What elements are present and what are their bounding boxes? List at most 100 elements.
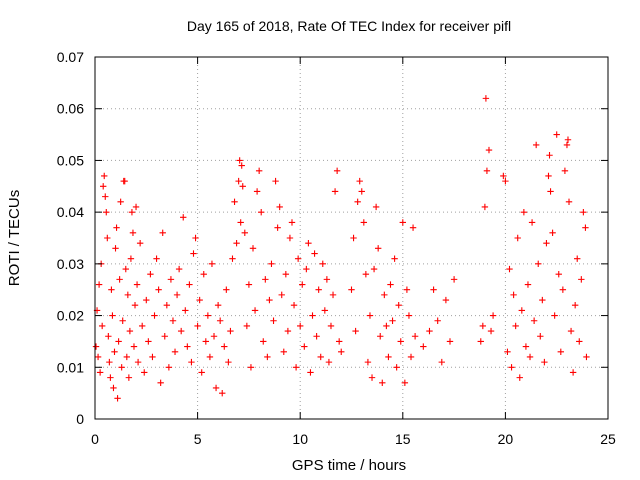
data-point [481,203,489,211]
data-point [567,327,575,335]
data-point [487,327,495,335]
data-point [321,307,329,314]
data-point [116,276,123,283]
y-tick-label: 0.03 [57,256,84,272]
data-point [370,265,378,273]
data-point [149,353,156,361]
data-point [405,312,413,319]
data-point [512,322,519,330]
data-point [127,255,135,262]
data-point [284,327,292,335]
y-tick-label: 0 [76,411,84,427]
data-point [129,229,137,237]
data-point [157,379,164,386]
data-point [268,260,275,268]
data-point [541,358,548,366]
data-point [219,389,226,397]
data-point [502,177,509,185]
data-point [262,276,269,283]
data-point [118,364,125,371]
data-point [545,172,552,180]
data-point [251,307,259,314]
data-point [313,333,320,340]
data-point [535,260,542,268]
data-point [303,265,310,273]
data-point [393,364,400,371]
data-point [280,348,287,355]
data-point [532,141,540,149]
data-point [401,379,409,386]
data-point [138,322,146,330]
y-axis-label: ROTI / TECUs [6,190,23,286]
data-point [539,296,546,304]
data-point [167,276,175,283]
data-point [236,157,243,164]
data-point [582,224,589,231]
data-point [576,338,583,345]
data-point [122,265,129,273]
data-point [301,343,308,350]
data-points [92,95,590,402]
x-tick-label: 5 [194,431,202,447]
x-tick-label: 20 [498,431,514,447]
data-point [255,167,263,174]
data-point [282,271,290,278]
data-point [104,234,111,242]
data-point [555,271,562,278]
data-point [225,358,232,366]
data-point [208,260,216,268]
data-point [200,271,207,278]
data-point [131,302,139,309]
data-point [111,348,118,355]
y-tick-label: 0.04 [57,204,84,220]
data-point [364,358,372,366]
data-point [483,167,491,174]
data-point [583,353,590,361]
data-point [564,136,572,143]
data-point [182,307,189,314]
data-point [184,343,191,350]
data-point [409,224,417,231]
data-point [338,348,345,355]
data-point [190,250,197,257]
data-point [274,224,281,231]
data-point [574,255,581,262]
data-point [109,312,116,319]
data-point [194,322,201,330]
data-point [411,333,419,340]
data-point [202,338,210,345]
data-point [397,338,404,345]
data-point [383,322,390,330]
data-point [506,265,513,273]
data-point [151,312,158,319]
data-point [362,271,370,278]
data-point [204,312,212,319]
data-point [317,353,324,361]
y-tick-label: 0.07 [57,49,84,65]
data-point [260,338,267,345]
data-point [450,276,458,283]
data-point [329,291,337,299]
data-point [500,172,507,180]
data-point [391,255,398,262]
data-point [553,131,560,138]
data-point [315,286,322,293]
data-point [352,327,359,335]
data-point [350,234,357,242]
data-point [333,167,341,174]
data-point [233,239,240,247]
data-point [134,358,142,366]
data-point [210,333,218,340]
y-tick-label: 0.06 [57,101,84,117]
data-point [489,312,497,319]
data-point [186,281,193,288]
data-point [381,291,388,299]
data-point [133,281,141,288]
data-point [212,384,220,392]
data-point [387,281,394,288]
data-point [434,317,441,324]
data-point [106,358,113,366]
data-point [198,369,205,376]
data-point [571,302,579,309]
